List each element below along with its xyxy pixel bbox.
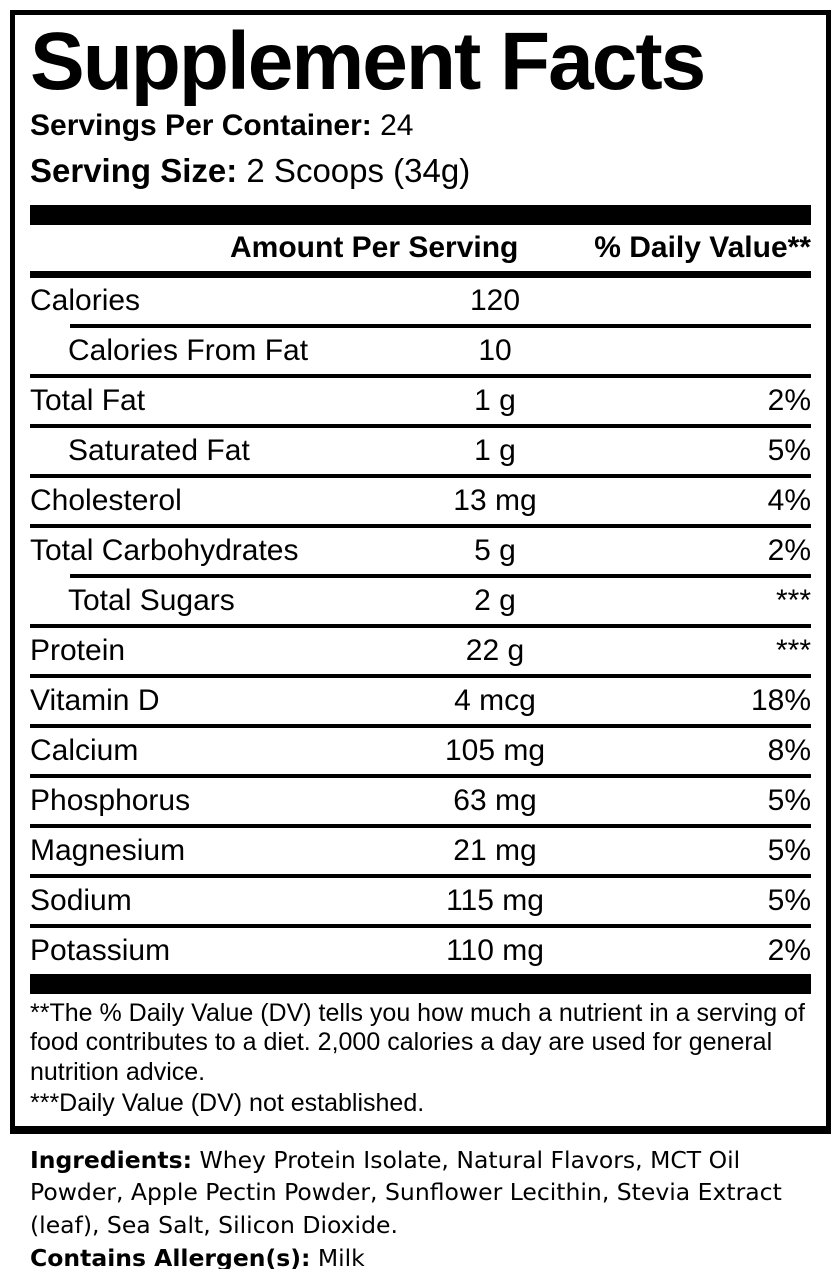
nutrient-amount: 115 mg <box>446 883 544 917</box>
row-divider <box>30 923 811 928</box>
table-header: Amount Per Serving % Daily Value** <box>30 225 811 271</box>
table-row: Potassium 110 mg 2% <box>30 928 811 974</box>
serving-size-label: Serving Size: <box>30 151 238 189</box>
ingredients-label: Ingredients: <box>30 1145 192 1174</box>
bottom-separator-bar <box>30 973 811 994</box>
row-divider <box>30 673 811 678</box>
table-row: Vitamin D 4 mcg 18% <box>30 678 811 724</box>
row-divider <box>70 323 811 328</box>
table-row: Cholesterol 13 mg 4% <box>30 478 811 524</box>
table-row: Magnesium 21 mg 5% <box>30 828 811 874</box>
nutrient-name: Total Carbohydrates <box>30 533 299 567</box>
row-divider <box>30 823 811 828</box>
allergen-line: Contains Allergen(s): Milk <box>30 1242 822 1269</box>
nutrient-daily-value: 5% <box>767 433 811 467</box>
dv-not-established-footnote: ***Daily Value (DV) not established. <box>30 1089 425 1117</box>
daily-value-footnote: **The % Daily Value (DV) tells you how m… <box>30 998 805 1086</box>
nutrient-amount: 4 mcg <box>454 683 536 717</box>
nutrient-name: Calories <box>30 283 141 317</box>
nutrient-name: Calories From Fat <box>68 333 309 367</box>
footnotes: **The % Daily Value (DV) tells you how m… <box>30 994 811 1126</box>
row-divider <box>30 623 811 628</box>
row-divider <box>30 873 811 878</box>
row-divider <box>30 773 811 778</box>
nutrient-daily-value: 18% <box>750 683 811 717</box>
table-row: Sodium 115 mg 5% <box>30 878 811 924</box>
nutrient-daily-value: 5% <box>767 833 811 867</box>
amount-column-header: Amount Per Serving <box>230 230 519 264</box>
table-row: Protein 22 g *** <box>30 628 811 674</box>
serving-size-value: 2 Scoops (34g) <box>246 151 471 189</box>
serving-size: Serving Size: 2 Scoops (34g) <box>30 151 811 191</box>
nutrient-daily-value: *** <box>775 583 811 617</box>
row-divider <box>30 423 811 428</box>
ingredients-line: Ingredients: Whey Protein Isolate, Natur… <box>30 1144 822 1243</box>
nutrient-amount: 13 mg <box>453 483 537 517</box>
table-row: Total Sugars 2 g *** <box>30 578 811 624</box>
nutrient-amount: 63 mg <box>453 783 537 817</box>
row-divider <box>30 523 811 528</box>
ingredients-text: Whey Protein Isolate, Natural Flavors, M… <box>30 1145 782 1240</box>
nutrient-amount: 22 g <box>465 633 525 667</box>
nutrient-amount: 5 g <box>474 533 516 567</box>
nutrient-name: Total Fat <box>30 383 146 417</box>
row-divider <box>70 573 811 578</box>
nutrient-name: Saturated Fat <box>68 433 250 467</box>
supplement-facts-panel: Supplement Facts Servings Per Container:… <box>10 10 831 1134</box>
nutrient-name: Calcium <box>30 733 139 767</box>
daily-value-column-header: % Daily Value** <box>594 230 811 264</box>
table-row: Calcium 105 mg 8% <box>30 728 811 774</box>
table-row: Phosphorus 63 mg 5% <box>30 778 811 824</box>
allergen-value: Milk <box>310 1244 365 1269</box>
nutrient-name: Potassium <box>30 933 171 967</box>
nutrient-name: Magnesium <box>30 833 186 867</box>
allergen-label: Contains Allergen(s): <box>30 1244 311 1269</box>
row-divider <box>30 373 811 378</box>
top-separator-bar <box>30 204 811 225</box>
table-row: Total Carbohydrates 5 g 2% <box>30 528 811 574</box>
nutrient-amount: 1 g <box>474 383 516 417</box>
nutrient-daily-value: 5% <box>767 783 811 817</box>
servings-per-container-value: 24 <box>380 108 414 142</box>
nutrient-amount: 120 <box>469 283 521 317</box>
nutrient-daily-value: 4% <box>767 483 811 517</box>
ingredients-section: Ingredients: Whey Protein Isolate, Natur… <box>30 1144 822 1269</box>
servings-per-container-label: Servings Per Container: <box>30 108 372 142</box>
panel-title: Supplement Facts <box>30 16 706 107</box>
nutrient-daily-value: 5% <box>767 883 811 917</box>
nutrient-daily-value: 2% <box>767 533 811 567</box>
nutrient-daily-value: 2% <box>767 933 811 967</box>
nutrient-daily-value: *** <box>775 633 811 667</box>
nutrient-name: Protein <box>30 633 126 667</box>
nutrient-name: Sodium <box>30 883 132 917</box>
servings-per-container: Servings Per Container: 24 <box>30 108 811 144</box>
nutrient-amount: 2 g <box>474 583 516 617</box>
nutrient-name: Total Sugars <box>68 583 235 617</box>
nutrient-amount: 21 mg <box>453 833 537 867</box>
nutrient-amount: 105 mg <box>444 733 546 767</box>
table-row: Calories 120 <box>30 278 811 324</box>
row-divider <box>30 473 811 478</box>
nutrient-amount: 1 g <box>474 433 516 467</box>
table-row: Total Fat 1 g 2% <box>30 378 811 424</box>
nutrient-amount: 110 mg <box>446 933 544 967</box>
nutrient-amount: 10 <box>478 333 512 367</box>
nutrient-name: Vitamin D <box>30 683 160 717</box>
header-underline <box>30 270 811 278</box>
nutrient-daily-value: 8% <box>767 733 811 767</box>
table-row: Calories From Fat 10 <box>30 328 811 374</box>
nutrient-name: Cholesterol <box>30 483 182 517</box>
table-row: Saturated Fat 1 g 5% <box>30 428 811 474</box>
row-divider <box>30 723 811 728</box>
nutrient-daily-value: 2% <box>767 383 811 417</box>
nutrient-name: Phosphorus <box>30 783 191 817</box>
